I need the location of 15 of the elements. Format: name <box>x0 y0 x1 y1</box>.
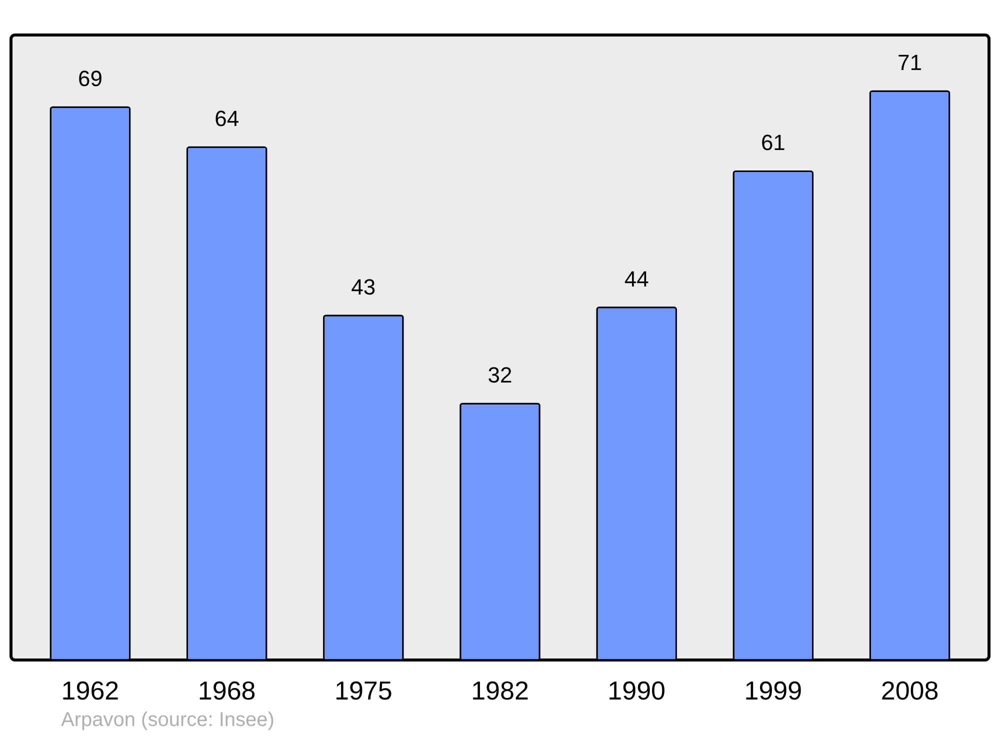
data-label: 32 <box>488 362 512 388</box>
data-label: 69 <box>78 66 102 92</box>
data-label: 71 <box>898 50 922 76</box>
text: Arpavon (source: Insee) <box>61 709 274 731</box>
data-label: 43 <box>351 274 376 300</box>
x-tick-label: 1982 <box>471 676 529 706</box>
x-tick-label: 1975 <box>334 676 392 706</box>
data-label: 44 <box>624 266 649 292</box>
data-label: 64 <box>214 106 240 132</box>
x-tick-label: 1999 <box>744 676 802 706</box>
data-label: 61 <box>760 130 786 156</box>
x-tick-label: 2008 <box>880 676 939 706</box>
x-tick-label: 1962 <box>61 676 120 706</box>
x-tick-label: 1968 <box>198 676 256 706</box>
x-tick-label: 1990 <box>608 676 666 706</box>
